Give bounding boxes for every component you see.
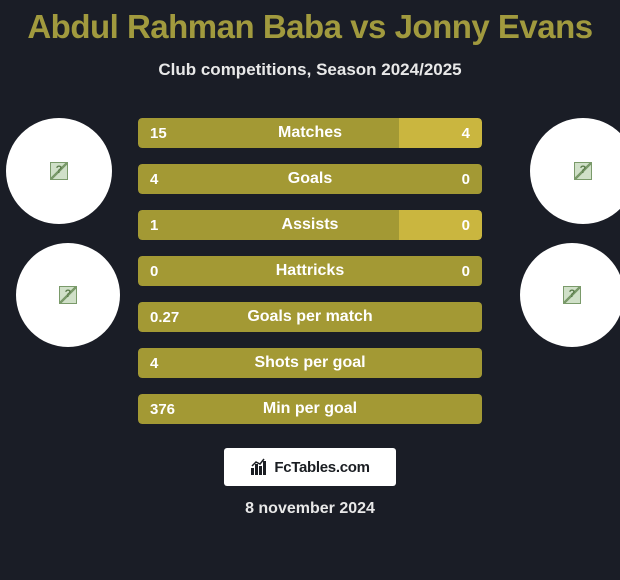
comparison-panel: 15Matches4 4Goals0 1Assists0 0Hattricks0 0.2… [0, 118, 620, 458]
stat-bars: 15Matches4 4Goals0 1Assists0 0Hattricks0 0.2… [138, 118, 482, 440]
stat-right-segment [399, 210, 482, 240]
stat-row: 4Goals0 [138, 164, 482, 194]
site-logo-text: FcTables.com [274, 459, 369, 476]
stat-left-segment [138, 210, 399, 240]
club-right-avatar [520, 243, 620, 347]
subtitle: Club competitions, Season 2024/2025 [0, 60, 620, 80]
stat-left-segment [138, 348, 482, 378]
site-logo: FcTables.com [224, 448, 396, 486]
player-right-avatar [530, 118, 620, 224]
stat-left-segment [138, 164, 482, 194]
image-placeholder-icon [59, 286, 77, 304]
stat-left-segment [138, 118, 399, 148]
bars-icon [250, 458, 270, 476]
stat-row: 0Hattricks0 [138, 256, 482, 286]
footer-date: 8 november 2024 [0, 500, 620, 518]
stat-row: 4Shots per goal [138, 348, 482, 378]
stat-row: 15Matches4 [138, 118, 482, 148]
page-title: Abdul Rahman Baba vs Jonny Evans [0, 0, 620, 46]
stat-row: 1Assists0 [138, 210, 482, 240]
stat-left-segment [138, 302, 482, 332]
stat-row: 376Min per goal [138, 394, 482, 424]
player-left-avatar [6, 118, 112, 224]
image-placeholder-icon [563, 286, 581, 304]
stat-row: 0.27Goals per match [138, 302, 482, 332]
image-placeholder-icon [574, 162, 592, 180]
stat-right-segment [399, 118, 482, 148]
stat-left-segment [138, 394, 482, 424]
image-placeholder-icon [50, 162, 68, 180]
club-left-avatar [16, 243, 120, 347]
stat-left-segment [138, 256, 482, 286]
